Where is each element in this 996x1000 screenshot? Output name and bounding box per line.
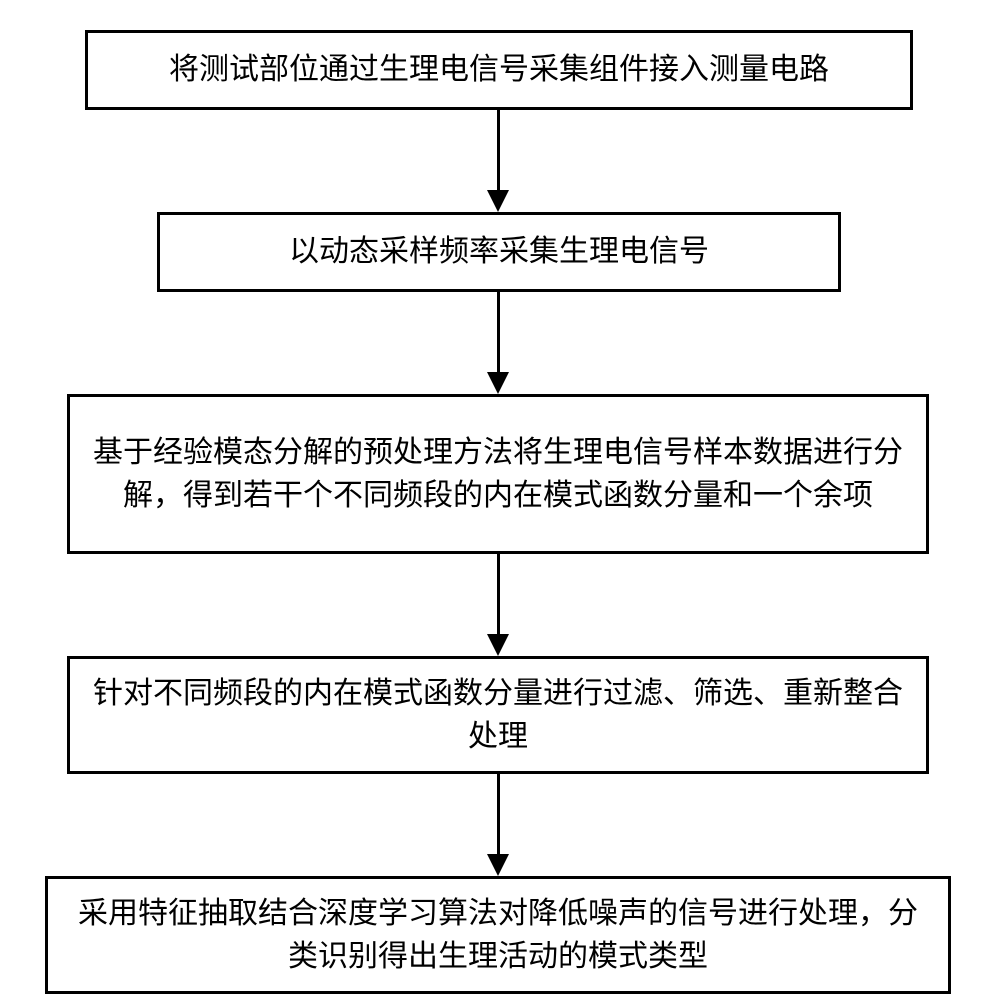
- arrow-shaft-n2-n3: [497, 292, 500, 372]
- arrow-shaft-n3-n4: [497, 554, 500, 634]
- flow-node-n3: 基于经验模态分解的预处理方法将生理电信号样本数据进行分解，得到若干个不同频段的内…: [67, 394, 929, 554]
- arrow-head-n1-n2: [487, 190, 509, 212]
- arrow-head-n2-n3: [487, 372, 509, 394]
- flow-node-n5: 采用特征抽取结合深度学习算法对降低噪声的信号进行处理，分类识别得出生理活动的模式…: [45, 876, 951, 994]
- arrow-head-n4-n5: [487, 854, 509, 876]
- arrow-head-n3-n4: [487, 634, 509, 656]
- flow-node-n2: 以动态采样频率采集生理电信号: [157, 212, 841, 292]
- flow-node-n1: 将测试部位通过生理电信号采集组件接入测量电路: [85, 30, 913, 110]
- flow-node-n4: 针对不同频段的内在模式函数分量进行过滤、筛选、重新整合处理: [67, 656, 929, 774]
- arrow-shaft-n1-n2: [497, 110, 500, 190]
- flowchart-canvas: 将测试部位通过生理电信号采集组件接入测量电路以动态采样频率采集生理电信号基于经验…: [0, 0, 996, 1000]
- arrow-shaft-n4-n5: [497, 774, 500, 854]
